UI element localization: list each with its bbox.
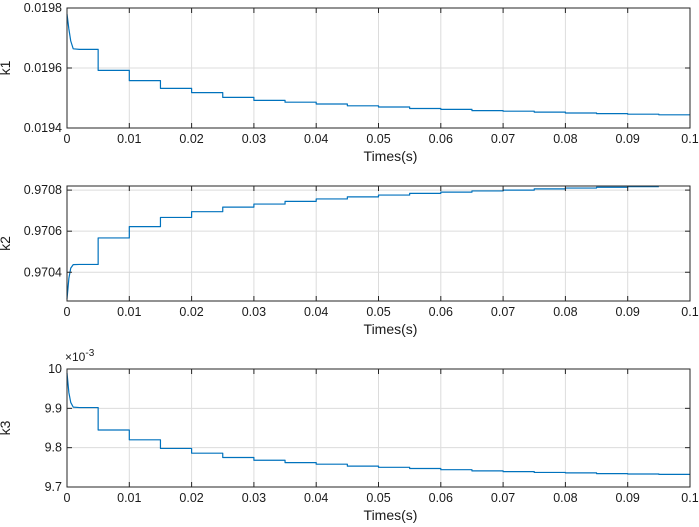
x-tick-label: 0.06 (429, 132, 453, 146)
x-tick-label: 0.07 (491, 491, 515, 505)
x-tick-label: 0.07 (491, 305, 515, 319)
x-tick-label: 0.02 (179, 132, 203, 146)
x-tick-label: 0.05 (366, 491, 390, 505)
x-tick-label: 0.06 (429, 491, 453, 505)
x-tick-label: 0 (64, 132, 71, 146)
x-tick-label: 0.06 (429, 305, 453, 319)
x-tick-label: 0.05 (366, 305, 390, 319)
y-tick-label: 0.0198 (24, 1, 62, 15)
x-tick-label: 0 (64, 305, 71, 319)
y-tick-label: 9.9 (45, 401, 62, 415)
x-axis-label: Times(s) (364, 321, 418, 337)
chart-panel-1: 0 0.01 0.02 0.03 0.04 0.05 0.06 0.07 0.08 0.09 0.1… (0, 1, 699, 164)
series-line (66, 13, 690, 116)
y-tick-label: 0.9704 (24, 265, 62, 279)
x-tick-label: 0.03 (242, 132, 266, 146)
x-tick-label: 0.07 (491, 132, 515, 146)
chart-panel-2: 0 0.01 0.02 0.03 0.04 0.05 0.06 0.07 0.08 0.09 0.1… (0, 183, 699, 337)
y-exponent-label: ×10-3 (65, 348, 95, 364)
x-tick-label: 0.08 (553, 132, 577, 146)
x-tick-label: 0.04 (304, 491, 328, 505)
x-axis-label: Times(s) (364, 148, 418, 164)
x-tick-label: 0.1 (681, 305, 698, 319)
y-tick-label: 0.9706 (24, 224, 62, 238)
y-tick-label: 0.0194 (24, 121, 62, 135)
x-tick-label: 0.05 (366, 132, 390, 146)
x-tick-label: 0.08 (553, 491, 577, 505)
y-axis-label: k1 (0, 60, 13, 75)
x-tick-label: 0.02 (179, 491, 203, 505)
x-tick-label: 0.04 (304, 132, 328, 146)
x-axis-label: Times(s) (364, 507, 418, 523)
x-tick-label: 0.1 (681, 132, 698, 146)
x-tick-label: 0 (64, 491, 71, 505)
x-tick-label: 0.03 (242, 305, 266, 319)
x-tick-label: 0.04 (304, 305, 328, 319)
x-tick-label: 0.09 (616, 305, 640, 319)
x-tick-label: 0.08 (553, 305, 577, 319)
series-line (66, 186, 659, 300)
x-tick-label: 0.01 (117, 491, 141, 505)
chart-panel-3: 0 0.01 0.02 0.03 0.04 0.05 0.06 0.07 0.08 0.09 0.1… (0, 348, 699, 523)
y-tick-label: 9.7 (45, 480, 62, 494)
y-tick-label: 0.9708 (24, 183, 62, 197)
x-tick-label: 0.09 (616, 132, 640, 146)
x-tick-label: 0.09 (616, 491, 640, 505)
y-tick-label: 0.0196 (24, 61, 62, 75)
x-tick-label: 0.01 (117, 132, 141, 146)
series-line (66, 372, 690, 476)
x-tick-label: 0.02 (179, 305, 203, 319)
y-axis-label: k3 (0, 420, 13, 435)
x-tick-label: 0.03 (242, 491, 266, 505)
x-tick-label: 0.1 (681, 491, 698, 505)
y-tick-label: 9.8 (45, 441, 62, 455)
y-axis-label: k2 (0, 236, 13, 251)
y-tick-label: 10 (48, 362, 62, 376)
x-tick-label: 0.01 (117, 305, 141, 319)
